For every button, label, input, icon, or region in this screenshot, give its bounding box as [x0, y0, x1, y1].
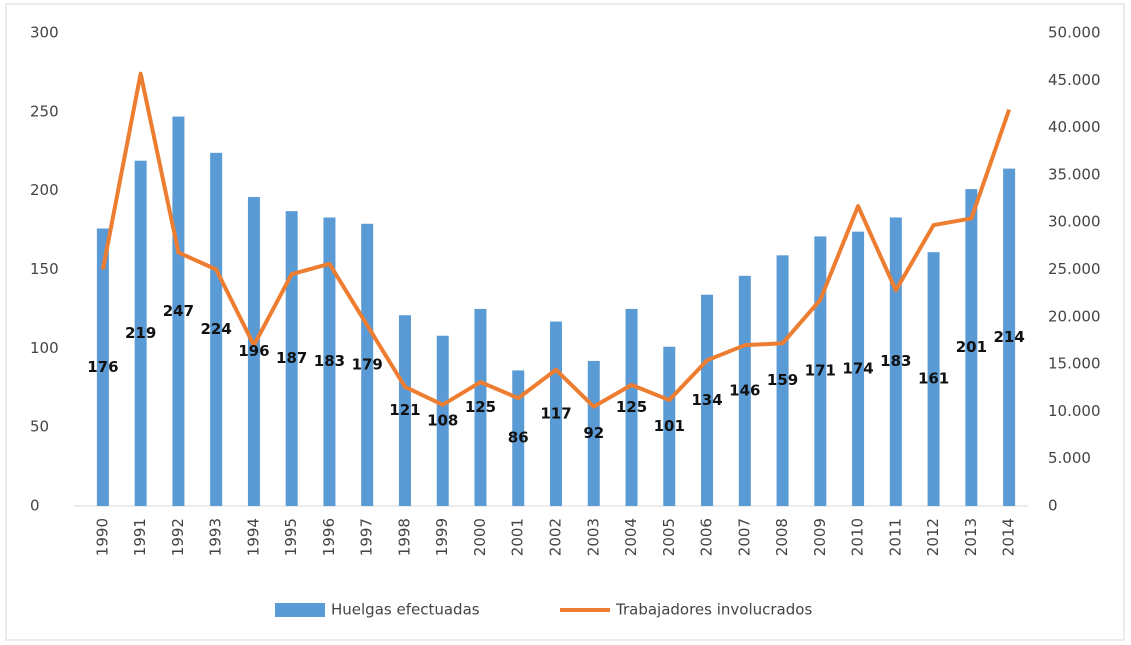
bar [398, 315, 411, 506]
x-tick-label: 2013 [962, 518, 980, 556]
x-tick-label: 1999 [433, 518, 451, 556]
x-tick-label: 1993 [207, 518, 225, 556]
bar [210, 152, 223, 506]
y-tick-label: 150 [30, 260, 59, 278]
data-label: 183 [314, 352, 345, 370]
bar [663, 346, 676, 506]
data-label: 101 [654, 417, 685, 435]
x-tick-label: 2002 [547, 518, 565, 556]
bar [587, 360, 600, 506]
bar [96, 228, 109, 507]
bar [625, 308, 638, 506]
x-tick-label: 1992 [169, 518, 187, 556]
bar [285, 211, 298, 506]
bar [852, 231, 865, 506]
data-label: 125 [616, 398, 647, 416]
data-label: 224 [201, 320, 232, 338]
x-tick-label: 2007 [735, 518, 753, 556]
bar [436, 335, 449, 506]
x-tick-label: 1990 [93, 518, 111, 556]
y2-tick-label: 40.000 [1048, 118, 1101, 136]
bar [134, 160, 147, 506]
y2-tick-label: 35.000 [1048, 165, 1101, 183]
x-tick-label: 2011 [886, 518, 904, 556]
legend-label: Trabajadores involucrados [615, 601, 812, 619]
y-tick-label: 300 [30, 24, 59, 42]
data-label: 219 [125, 324, 156, 342]
data-label: 86 [508, 429, 529, 447]
x-tick-label: 1996 [320, 518, 338, 556]
y2-tick-label: 30.000 [1048, 213, 1101, 231]
x-tick-label: 2001 [509, 518, 527, 556]
x-tick-label: 1998 [395, 518, 413, 556]
y2-tick-label: 15.000 [1048, 355, 1101, 373]
y2-tick-label: 25.000 [1048, 260, 1101, 278]
bar [247, 196, 260, 506]
data-label: 174 [842, 359, 873, 377]
x-tick-label: 1991 [131, 518, 149, 556]
data-label: 171 [805, 362, 836, 380]
x-tick-label: 2006 [698, 518, 716, 556]
data-label: 201 [956, 338, 987, 356]
bar [512, 370, 525, 506]
y-tick-label: 250 [30, 102, 59, 120]
bar [738, 275, 751, 506]
y2-tick-label: 0 [1048, 497, 1058, 515]
bar [1003, 168, 1016, 507]
bar [550, 321, 562, 506]
data-label: 108 [427, 411, 458, 429]
data-label: 159 [767, 371, 798, 389]
x-tick-label: 2004 [622, 518, 640, 556]
bar [172, 116, 185, 507]
data-label: 92 [583, 424, 604, 442]
x-tick-label: 2012 [924, 518, 942, 556]
x-tick-label: 1994 [244, 518, 262, 556]
y2-tick-label: 45.000 [1048, 71, 1101, 89]
x-tick-label: 2010 [849, 518, 867, 556]
y2-tick-label: 10.000 [1048, 402, 1101, 420]
x-tick-label: 2003 [584, 518, 602, 556]
y2-tick-label: 20.000 [1048, 307, 1101, 325]
data-label: 161 [918, 370, 949, 388]
data-label: 134 [691, 391, 722, 409]
bar [889, 217, 902, 506]
y-tick-label: 100 [30, 339, 59, 357]
data-label: 117 [540, 404, 571, 422]
y2-tick-label: 50.000 [1048, 24, 1101, 42]
x-tick-label: 2009 [811, 518, 829, 556]
data-label: 146 [729, 381, 760, 399]
bar [323, 217, 336, 506]
data-label: 179 [352, 355, 383, 373]
bar [361, 223, 374, 506]
y-tick-label: 50 [30, 418, 49, 436]
x-tick-label: 2000 [471, 518, 489, 556]
x-tick-label: 1997 [358, 518, 376, 556]
x-tick-label: 2005 [660, 518, 678, 556]
y-tick-label: 0 [30, 497, 40, 515]
data-label: 121 [389, 401, 420, 419]
data-label: 183 [880, 352, 911, 370]
bar [965, 189, 978, 506]
data-label: 125 [465, 398, 496, 416]
bar [927, 252, 940, 506]
bar [701, 294, 714, 506]
x-tick-label: 2008 [773, 518, 791, 556]
data-label: 187 [276, 349, 307, 367]
line [100, 71, 1012, 409]
data-label: 176 [87, 358, 118, 376]
data-label: 214 [993, 328, 1024, 346]
legend-label: Huelgas efectuadas [331, 601, 480, 619]
x-tick-label: 1995 [282, 518, 300, 556]
x-tick-label: 2014 [1000, 518, 1018, 556]
legend-swatch [275, 603, 325, 617]
bar [776, 255, 789, 506]
y2-tick-label: 5.000 [1048, 449, 1091, 467]
bar [474, 308, 487, 506]
data-label: 247 [163, 302, 194, 320]
data-label: 196 [238, 342, 269, 360]
y-tick-label: 200 [30, 181, 59, 199]
